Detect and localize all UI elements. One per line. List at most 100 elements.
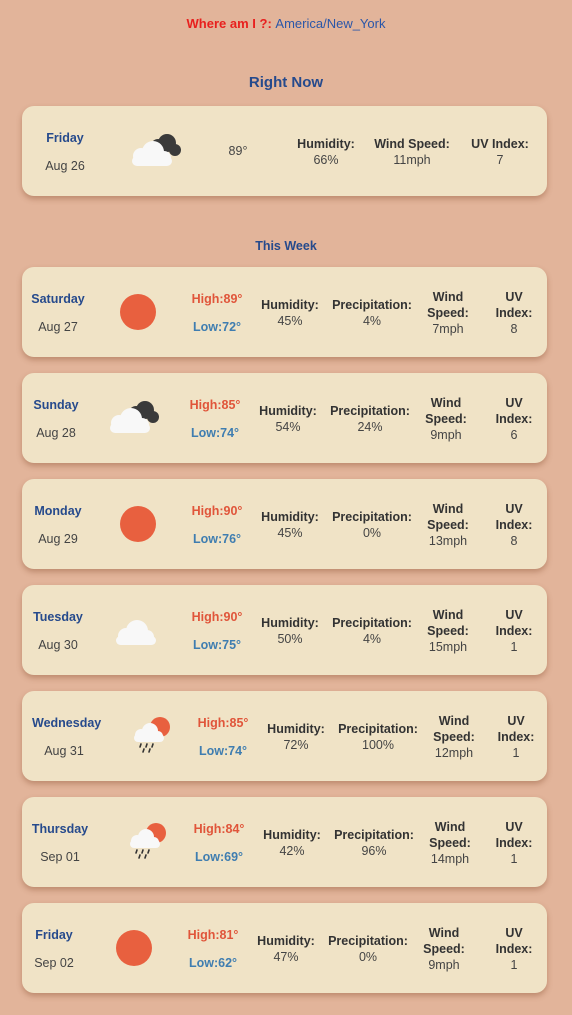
current-weather-card: Friday Aug 26 89° Humidity: 66% Wind Spe…: [22, 106, 547, 196]
precipitation-label: Precipitation:: [332, 510, 412, 524]
uv-label-line1: UV: [507, 714, 525, 728]
wind-label-line1: Wind: [438, 714, 470, 728]
uv-label-line1: UV: [505, 926, 523, 940]
precipitation-value: 96%: [361, 844, 387, 858]
uv-label-line1: UV: [505, 608, 523, 622]
humidity-value: 72%: [283, 738, 309, 752]
wind-label-line2: Speed:: [423, 942, 465, 956]
humidity-value: 42%: [279, 844, 305, 858]
current-humidity-label: Humidity:: [297, 137, 355, 151]
uv-label-line2: Index:: [495, 306, 533, 320]
current-wind-label: Wind Speed:: [374, 137, 450, 151]
high-temp: High:89°: [191, 292, 243, 306]
uv-value: 6: [510, 428, 518, 442]
day-name: Thursday: [31, 822, 89, 836]
wind-label-line2: Speed:: [427, 306, 469, 320]
current-humidity-value: 66%: [313, 153, 339, 167]
high-temp: High:90°: [191, 610, 243, 624]
uv-label-line2: Index:: [495, 836, 533, 850]
wind-label-line1: Wind: [430, 396, 462, 410]
humidity-label: Humidity:: [257, 934, 315, 948]
day-name: Saturday: [31, 292, 85, 306]
day-name: Monday: [34, 504, 82, 518]
wind-label-line1: Wind: [434, 820, 466, 834]
wind-label-line2: Speed:: [427, 624, 469, 638]
current-uv-value: 7: [496, 153, 504, 167]
wind-value: 12mph: [434, 746, 474, 760]
day-date: Sep 02: [34, 956, 74, 970]
uv-label-line1: UV: [505, 502, 523, 516]
wind-value: 15mph: [428, 640, 468, 654]
cloudy-icon: [104, 399, 160, 440]
uv-label-line1: UV: [505, 820, 523, 834]
sun-icon: [118, 504, 158, 549]
low-temp: Low:75°: [192, 638, 242, 652]
right-now-title: Right Now: [248, 74, 324, 91]
location-line: Where am I ?: America/New_York: [0, 16, 572, 31]
low-temp: Low:62°: [188, 956, 238, 970]
low-temp: Low:76°: [192, 532, 242, 546]
wind-label-line2: Speed:: [429, 836, 471, 850]
precipitation-value: 4%: [362, 632, 382, 646]
cloudy-icon: [132, 134, 181, 166]
uv-label-line2: Index:: [495, 412, 533, 426]
current-uv-label: UV Index:: [471, 137, 529, 151]
precipitation-label: Precipitation:: [332, 616, 412, 630]
humidity-value: 47%: [273, 950, 299, 964]
day-forecast-card: Friday Sep 02 High:81° Low:62° Humidity: 47% P…: [22, 903, 547, 993]
high-temp: High:85°: [197, 716, 249, 730]
day-date: Aug 29: [38, 532, 78, 546]
precipitation-label: Precipitation:: [338, 722, 418, 736]
humidity-label: Humidity:: [261, 616, 319, 630]
humidity-label: Humidity:: [261, 510, 319, 524]
day-date: Sep 01: [40, 850, 80, 864]
location-label: Where am I ?:: [186, 16, 272, 31]
wind-value: 7mph: [432, 322, 464, 336]
uv-label-line2: Index:: [495, 518, 533, 532]
this-week-title: This Week: [255, 239, 317, 253]
wind-value: 9mph: [428, 958, 460, 972]
precipitation-label: Precipitation:: [330, 404, 410, 418]
day-date: Aug 27: [38, 320, 78, 334]
high-temp: High:90°: [191, 504, 243, 518]
current-day: Friday: [46, 131, 84, 145]
day-forecast-card: Wednesday Aug 31 High:85° Low:74° Humidity: 7…: [22, 691, 547, 781]
precipitation-label: Precipitation:: [328, 934, 408, 948]
uv-value: 1: [510, 640, 518, 654]
humidity-value: 54%: [275, 420, 301, 434]
day-forecast-card: Tuesday Aug 30 High:90° Low:75° Humidity: 50%…: [22, 585, 547, 675]
day-forecast-card: Thursday Sep 01 High:84° Low:69° Humidity: 42…: [22, 797, 547, 887]
day-name: Sunday: [33, 398, 79, 412]
day-date: Aug 28: [36, 426, 76, 440]
day-date: Aug 30: [38, 638, 78, 652]
wind-label-line2: Speed:: [427, 518, 469, 532]
high-temp: High:85°: [189, 398, 241, 412]
precipitation-value: 4%: [362, 314, 382, 328]
precipitation-value: 0%: [362, 526, 382, 540]
low-temp: Low:74°: [198, 744, 248, 758]
day-date: Aug 31: [44, 744, 84, 758]
day-forecast-card: Sunday Aug 28 High:85° Low:74° Humidity: 54% P…: [22, 373, 547, 463]
uv-label-line1: UV: [505, 290, 523, 304]
high-temp: High:84°: [193, 822, 245, 836]
current-date: Aug 26: [45, 159, 85, 173]
uv-label-line2: Index:: [495, 624, 533, 638]
wind-value: 13mph: [428, 534, 468, 548]
uv-value: 8: [510, 322, 518, 336]
precipitation-value: 24%: [357, 420, 383, 434]
uv-value: 1: [510, 852, 518, 866]
wind-label-line2: Speed:: [433, 730, 475, 744]
low-temp: Low:69°: [194, 850, 244, 864]
precipitation-label: Precipitation:: [334, 828, 414, 842]
humidity-value: 45%: [277, 526, 303, 540]
cloud-icon: [112, 617, 160, 652]
uv-label-line2: Index:: [497, 730, 535, 744]
uv-value: 1: [512, 746, 520, 760]
humidity-label: Humidity:: [261, 298, 319, 312]
humidity-label: Humidity:: [259, 404, 317, 418]
humidity-label: Humidity:: [263, 828, 321, 842]
uv-value: 1: [510, 958, 518, 972]
day-name: Friday: [35, 928, 73, 942]
sun-icon: [114, 928, 154, 973]
humidity-value: 50%: [277, 632, 303, 646]
